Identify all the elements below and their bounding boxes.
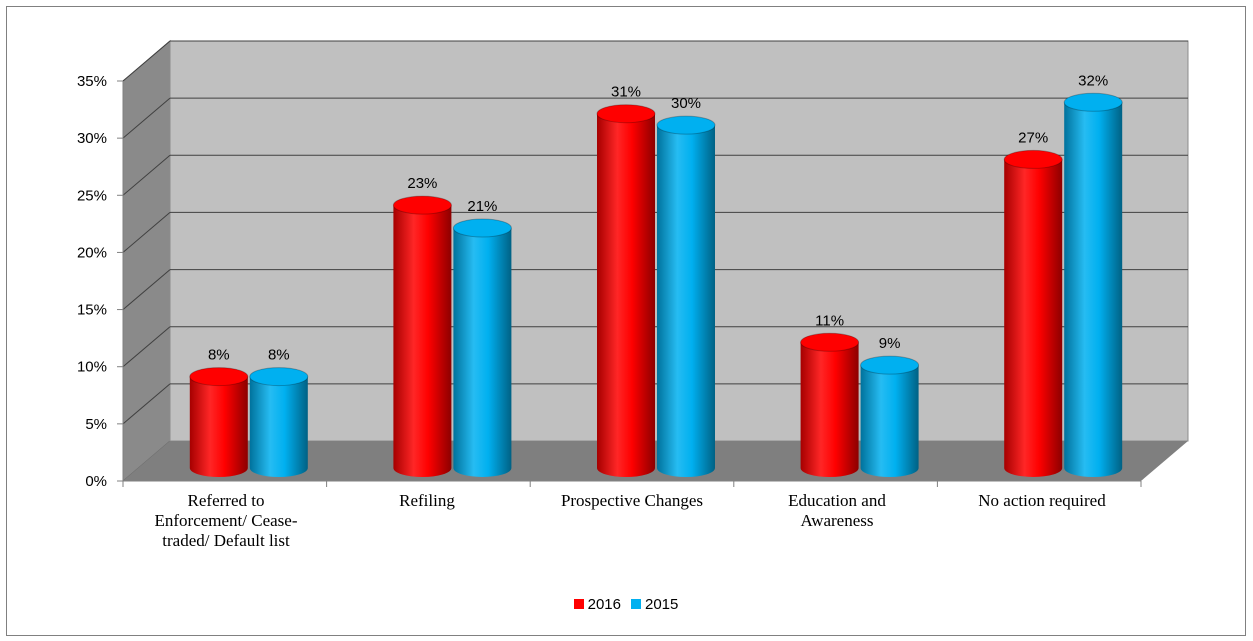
y-tick-label: 20% <box>77 244 107 261</box>
category-label: Referred to Enforcement/ Cease- traded/ … <box>154 491 298 550</box>
chart-canvas: 0% 5% 10% 15% 20% 25% 30% 35% 8% 8% 23% 21% 31% 30% 11… <box>77 39 1189 490</box>
cylinder-top <box>596 104 656 124</box>
data-label: 8% <box>208 347 230 364</box>
cylinder-top <box>800 332 860 352</box>
legend-item-2015: 2015 <box>631 596 678 613</box>
gridline-side <box>122 326 171 368</box>
data-label: 27% <box>1018 129 1048 146</box>
bar-2016-2 <box>596 104 656 477</box>
cylinder-body <box>453 228 512 477</box>
data-label: 21% <box>467 198 497 215</box>
data-label: 31% <box>611 84 641 101</box>
data-label: 8% <box>268 347 290 364</box>
gridline-side <box>122 40 171 82</box>
y-tick-label: 35% <box>77 73 107 90</box>
side-wall <box>122 39 171 483</box>
cylinder-body <box>1004 159 1063 477</box>
y-tick-label: 25% <box>77 187 107 204</box>
y-tick-label: 0% <box>85 473 107 490</box>
y-tick-label: 15% <box>77 302 107 319</box>
y-tick-label: 5% <box>85 416 107 433</box>
legend-swatch-2016 <box>573 599 584 609</box>
legend-label-2015: 2015 <box>645 595 679 613</box>
cylinder-top <box>392 195 452 215</box>
data-label: 23% <box>407 175 437 192</box>
legend-item-2016: 2016 <box>573 595 621 613</box>
cylinder-body <box>800 342 859 477</box>
cylinder-body <box>393 205 452 477</box>
cylinder-body <box>597 113 655 477</box>
cylinder-body <box>1064 102 1123 478</box>
cylinder-body <box>657 125 715 478</box>
cylinder-top <box>1003 149 1063 169</box>
legend-swatch-2015 <box>631 599 641 609</box>
floor <box>123 441 1188 481</box>
cylinder-top <box>1063 92 1123 112</box>
cylinder-top <box>860 355 920 375</box>
data-label: 11% <box>815 312 844 329</box>
data-label: 9% <box>879 335 901 352</box>
bar-2016-1 <box>392 195 452 477</box>
gridline-side <box>122 154 171 196</box>
y-tick-label: 10% <box>77 359 107 376</box>
bar-2015-4 <box>1063 92 1123 478</box>
cylinder-top <box>656 115 716 135</box>
data-label: 32% <box>1078 72 1108 89</box>
cylinder-top <box>189 367 249 387</box>
bar-2015-0 <box>249 367 309 477</box>
category-label: Refiling <box>399 491 455 510</box>
gridline-side <box>122 383 171 425</box>
legend: 2016 2015 <box>7 593 1245 615</box>
gridline-side <box>122 269 171 310</box>
category-label: Prospective Changes <box>560 491 704 510</box>
chart-frame: 0% 5% 10% 15% 20% 25% 30% 35% 8% 8% 23% 21% 31% 30% 11… <box>6 6 1246 636</box>
legend-label-2016: 2016 <box>587 595 621 613</box>
y-tick-label: 30% <box>77 130 107 147</box>
bar-2015-1 <box>452 218 512 477</box>
bar-2016-3 <box>800 332 860 477</box>
category-label: No action required <box>978 491 1106 510</box>
cylinder-top <box>249 367 309 387</box>
bar-2015-2 <box>656 115 716 478</box>
gridline-side <box>122 97 171 139</box>
bar-2016-0 <box>189 367 249 477</box>
cylinder-body <box>860 365 919 477</box>
cylinder-top <box>452 218 512 238</box>
cylinder-body <box>189 376 248 477</box>
data-label: 30% <box>671 95 701 112</box>
bar-2016-4 <box>1003 149 1063 477</box>
category-label: Education and Awareness <box>788 491 886 530</box>
bar-2015-3 <box>860 355 920 477</box>
cylinder-body <box>249 376 308 477</box>
gridline-side <box>122 212 171 253</box>
